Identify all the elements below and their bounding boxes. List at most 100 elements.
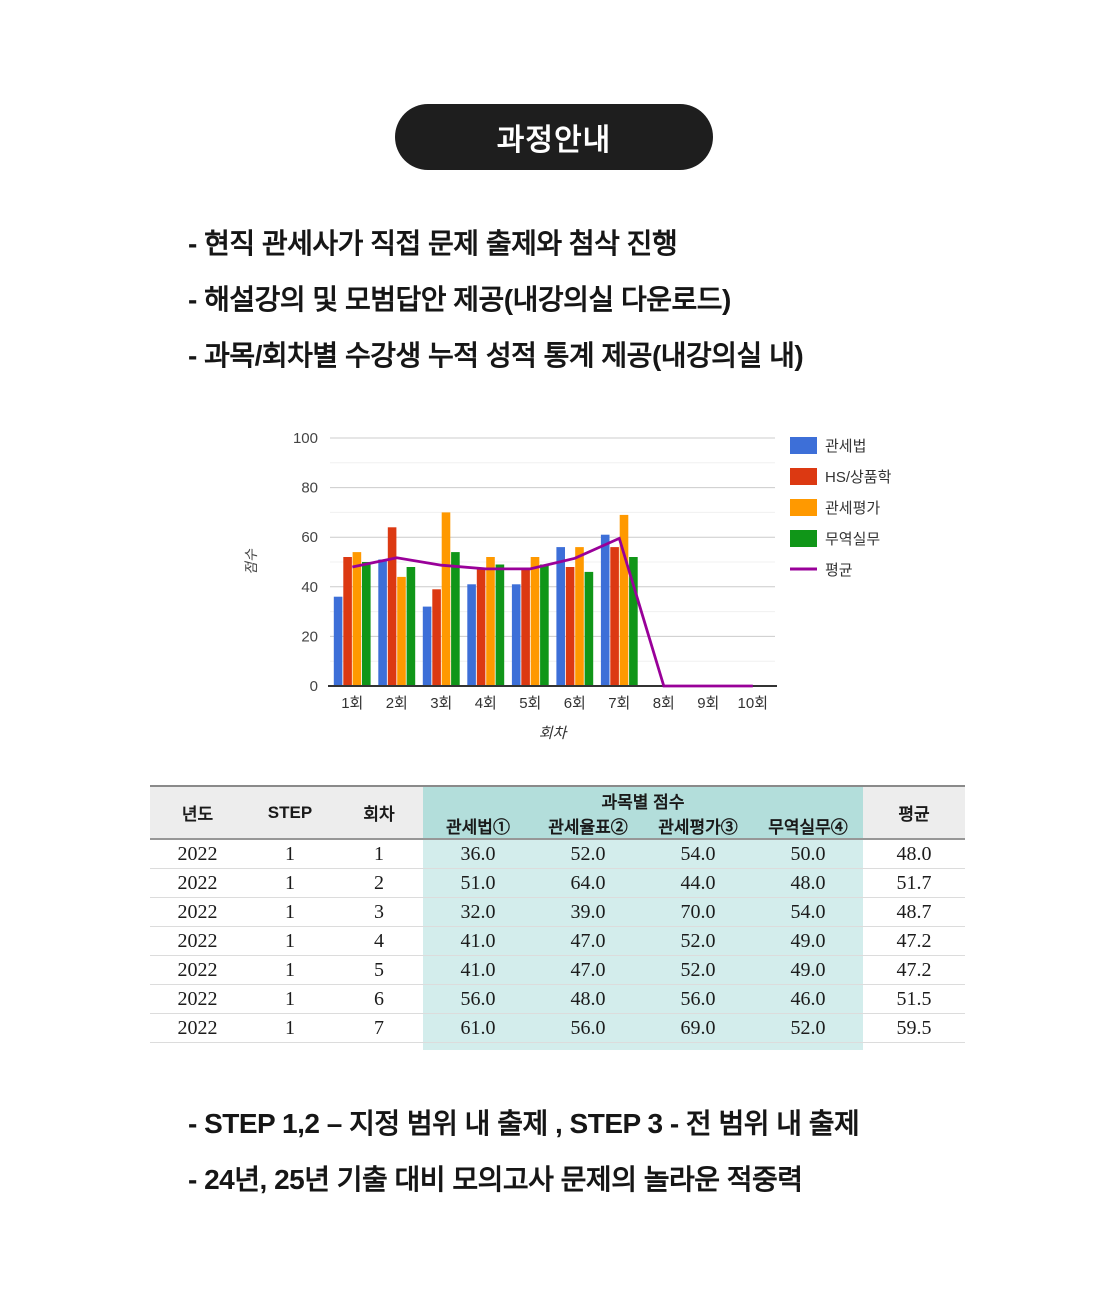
table-cell: 2022 bbox=[150, 868, 245, 898]
y-tick-label: 80 bbox=[301, 480, 318, 497]
bar bbox=[521, 569, 530, 686]
table-cell: 51.5 bbox=[863, 984, 965, 1014]
table-tail-cell bbox=[533, 1042, 643, 1050]
bar bbox=[486, 557, 495, 686]
table-row: 2022 1 4 41.0 47.0 52.0 49.0 47.2 bbox=[150, 926, 965, 956]
table-cell: 36.0 bbox=[423, 839, 533, 869]
bar bbox=[333, 596, 343, 686]
table-cell: 48.0 bbox=[753, 868, 863, 898]
table-cell: 49.0 bbox=[753, 926, 863, 956]
column-header: 회차 bbox=[335, 786, 423, 839]
legend-swatch bbox=[790, 437, 817, 454]
table-cell: 1 bbox=[245, 1013, 335, 1043]
bar bbox=[619, 514, 629, 686]
table-cell: 56.0 bbox=[423, 984, 533, 1014]
table-cell: 1 bbox=[245, 984, 335, 1014]
bullet-line: - 해설강의 및 모범답안 제공(내강의실 다운로드) bbox=[188, 284, 731, 315]
x-tick-label: 1회 bbox=[341, 695, 363, 712]
table-cell: 47.0 bbox=[533, 926, 643, 956]
table-cell: 1 bbox=[335, 839, 423, 869]
table-cell: 51.7 bbox=[863, 868, 965, 898]
table-cell: 6 bbox=[335, 984, 423, 1014]
subject-column-header: 관세율표② bbox=[533, 813, 643, 839]
bar bbox=[441, 512, 451, 686]
legend-label: HS/상품학 bbox=[825, 469, 892, 486]
table-tail-cell bbox=[245, 1043, 335, 1051]
table-cell: 47.0 bbox=[533, 955, 643, 985]
table-cell: 52.0 bbox=[753, 1013, 863, 1043]
table-cell: 69.0 bbox=[643, 1013, 753, 1043]
table-row: 2022 1 2 51.0 64.0 44.0 48.0 51.7 bbox=[150, 868, 965, 898]
y-axis-tick-labels: 0 20 40 60 80 100 bbox=[293, 430, 318, 695]
bar bbox=[451, 552, 460, 686]
table-row: 2022 1 6 56.0 48.0 56.0 46.0 51.5 bbox=[150, 984, 965, 1014]
bar bbox=[629, 557, 638, 686]
x-tick-label: 6회 bbox=[564, 695, 586, 712]
score-table: 년도 STEP 회차 과목별 점수 평균 관세법① 관세율표② 관세평가③ 무역실무④ 2022 1… bbox=[150, 785, 965, 1050]
legend-label: 평균 bbox=[825, 562, 853, 579]
table-tail-strip bbox=[150, 1042, 965, 1051]
subject-column-header: 무역실무④ bbox=[753, 813, 863, 839]
table-cell: 41.0 bbox=[423, 955, 533, 985]
x-tick-label: 7회 bbox=[608, 695, 630, 712]
bar bbox=[556, 547, 565, 686]
score-table-wrap: 년도 STEP 회차 과목별 점수 평균 관세법① 관세율표② 관세평가③ 무역실무④ 2022 1… bbox=[150, 785, 965, 1050]
table-row: 2022 1 5 41.0 47.0 52.0 49.0 47.2 bbox=[150, 955, 965, 985]
bar bbox=[397, 576, 406, 686]
table-tail-cell bbox=[753, 1042, 863, 1050]
table-tail-cell bbox=[150, 1043, 245, 1051]
table-cell: 50.0 bbox=[753, 839, 863, 869]
bar bbox=[352, 552, 362, 686]
table-cell: 52.0 bbox=[643, 955, 753, 985]
table-cell: 51.0 bbox=[423, 868, 533, 898]
table-row: 2022 1 7 61.0 56.0 69.0 52.0 59.5 bbox=[150, 1013, 965, 1043]
table-cell: 54.0 bbox=[753, 897, 863, 927]
table-cell: 49.0 bbox=[753, 955, 863, 985]
bar bbox=[467, 584, 476, 686]
legend-label: 무역실무 bbox=[825, 531, 880, 548]
table-cell: 61.0 bbox=[423, 1013, 533, 1043]
table-cell: 32.0 bbox=[423, 897, 533, 927]
table-tail-cell bbox=[335, 1043, 423, 1051]
bar-series bbox=[362, 552, 638, 686]
subject-column-header: 관세법① bbox=[423, 813, 533, 839]
section-title: 과정안내 bbox=[496, 124, 612, 157]
intro-bullets: - 현직 관세사가 직접 문제 출제와 첨삭 진행 - 해설강의 및 모범답안 제… bbox=[188, 216, 804, 384]
table-cell: 3 bbox=[335, 897, 423, 927]
x-tick-label: 4회 bbox=[475, 695, 497, 712]
bar bbox=[511, 584, 521, 686]
bar-series bbox=[343, 527, 619, 686]
table-cell: 1 bbox=[245, 955, 335, 985]
y-axis-title: 점수 bbox=[243, 548, 259, 575]
footer-bullets: - STEP 1,2 – 지정 범위 내 출제 , STEP 3 - 전 범위 … bbox=[188, 1096, 860, 1208]
bullet-line: - 24년, 25년 기출 대비 모의고사 문제의 놀라운 적중력 bbox=[188, 1164, 803, 1195]
legend-swatch bbox=[790, 530, 817, 547]
bar bbox=[387, 527, 397, 686]
bar-series bbox=[333, 534, 610, 686]
table-cell: 64.0 bbox=[533, 868, 643, 898]
bar bbox=[495, 564, 505, 686]
table-cell: 2022 bbox=[150, 839, 245, 869]
bar bbox=[565, 567, 575, 686]
average-line bbox=[352, 536, 753, 688]
x-tick-label: 8회 bbox=[653, 695, 675, 712]
x-tick-label: 5회 bbox=[519, 695, 541, 712]
bar bbox=[610, 547, 619, 686]
table-cell: 48.0 bbox=[863, 839, 965, 869]
table-cell: 39.0 bbox=[533, 897, 643, 927]
table-tail-cell bbox=[423, 1042, 533, 1050]
table-cell: 41.0 bbox=[423, 926, 533, 956]
table-cell: 1 bbox=[245, 839, 335, 869]
legend-swatch bbox=[790, 499, 817, 516]
table-cell: 52.0 bbox=[533, 839, 643, 869]
table-cell: 2022 bbox=[150, 955, 245, 985]
bar bbox=[378, 559, 387, 686]
score-chart: 0 20 40 60 80 100 1회 2회 3회 4회 5회 6회 7회 8회 9회 10회 회차 점수 관세법… bbox=[240, 418, 910, 766]
table-cell: 2 bbox=[335, 868, 423, 898]
table-row: 2022 1 3 32.0 39.0 70.0 54.0 48.7 bbox=[150, 897, 965, 927]
column-header: 평균 bbox=[863, 786, 965, 839]
subject-group-header: 과목별 점수 bbox=[423, 786, 863, 813]
y-tick-label: 20 bbox=[301, 628, 318, 645]
